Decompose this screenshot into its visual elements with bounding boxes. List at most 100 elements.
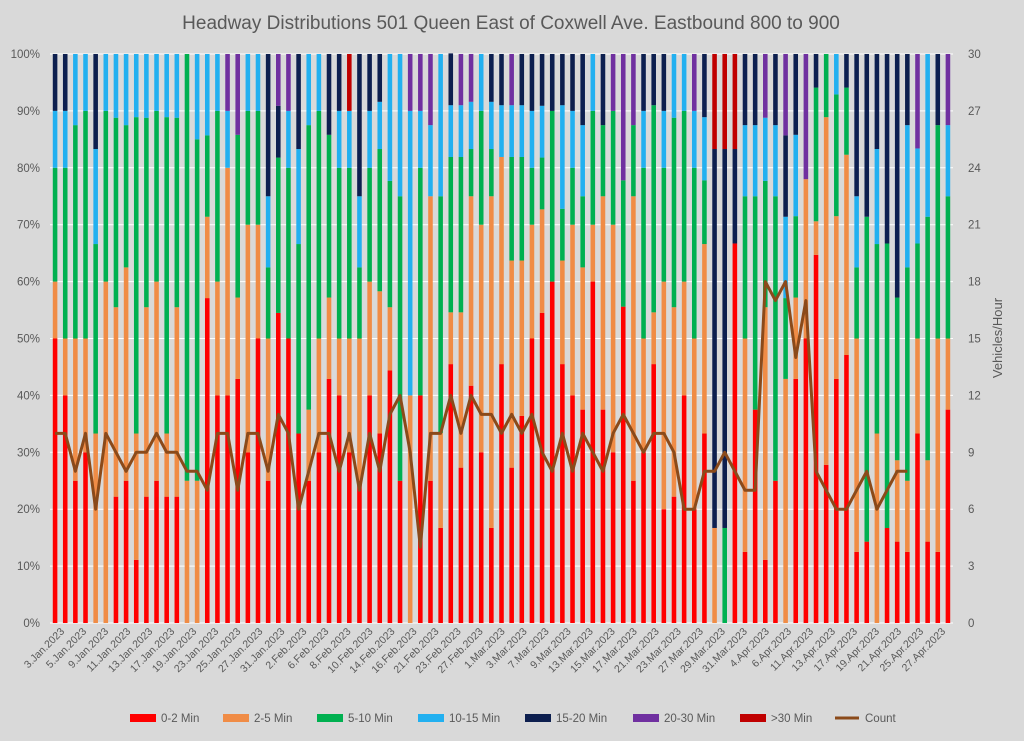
bar-segment [225, 54, 230, 111]
bar-segment [316, 110, 322, 339]
bar-segment [732, 243, 738, 624]
bar-segment [702, 433, 707, 623]
bar-segment [52, 110, 58, 168]
bar-segment [407, 54, 413, 111]
bar-stack [347, 54, 352, 623]
bar-segment [661, 281, 667, 510]
bar-segment [509, 467, 514, 623]
legend-swatch [223, 714, 249, 722]
legend-swatch [130, 714, 156, 722]
bar-segment [52, 54, 58, 111]
bar-segment [570, 110, 575, 168]
bar-segment [529, 167, 535, 225]
bar-segment [915, 433, 920, 623]
bar-segment [306, 409, 312, 481]
bar-segment [316, 338, 322, 453]
bar-segment [154, 110, 159, 282]
bar-stack [215, 54, 220, 623]
bar-segment [752, 409, 758, 624]
bar-stack [661, 54, 667, 623]
bar-segment [326, 54, 332, 135]
bar-stack [377, 54, 383, 623]
bar-segment [62, 338, 68, 396]
bar-stack [336, 54, 342, 623]
bar-segment [519, 156, 525, 261]
bar-stack [600, 54, 606, 624]
bar-segment [276, 54, 281, 106]
bar-stack [235, 54, 240, 623]
bar-segment [945, 338, 951, 410]
bar-segment [590, 224, 596, 282]
bar-segment [407, 110, 413, 396]
bar-segment [458, 156, 464, 313]
legend-swatch [633, 714, 659, 722]
bar-segment [763, 117, 768, 181]
bar-segment [905, 54, 910, 126]
bar-stack [580, 54, 585, 624]
bar-segment [935, 338, 941, 552]
y2-tick-label: 21 [968, 220, 981, 232]
bar-segment [874, 244, 880, 434]
legend-swatch [740, 714, 766, 722]
bar-segment [874, 433, 880, 623]
y2-tick-label: 24 [968, 163, 981, 175]
bar-segment [367, 395, 372, 623]
bar-segment [560, 105, 565, 209]
bar-segment [225, 167, 230, 396]
bar-segment [174, 54, 180, 118]
bar-segment [854, 338, 859, 552]
bar-segment [489, 149, 494, 197]
bar-segment [864, 541, 870, 623]
bar-segment [438, 196, 443, 433]
bar-segment [763, 307, 768, 560]
legend-label: 0-2 Min [161, 713, 199, 725]
bar-segment [519, 415, 525, 623]
bar-segment [489, 196, 494, 528]
bar-segment [671, 496, 677, 623]
bar-segment [62, 110, 68, 168]
bar-segment [336, 167, 342, 339]
bar-segment [681, 54, 687, 111]
bar-segment [681, 281, 687, 396]
bar-segment [854, 551, 859, 624]
bar-segment [357, 338, 362, 481]
bar-segment [763, 180, 768, 308]
bar-segment [194, 480, 200, 623]
legend-swatch [418, 714, 444, 722]
y2-tick-label: 27 [968, 106, 981, 118]
bar-segment [864, 54, 870, 217]
bar-segment [235, 378, 240, 623]
bar-segment [326, 297, 332, 379]
bar-stack [945, 54, 951, 624]
bar-segment [763, 54, 768, 118]
bar-segment [144, 54, 149, 118]
bar-segment [813, 54, 819, 88]
bar-segment [306, 480, 312, 623]
bar-stack [387, 54, 393, 623]
bar-segment [164, 433, 169, 497]
bar-segment [347, 338, 352, 453]
bar-stack [864, 54, 870, 623]
bar-segment [73, 338, 78, 481]
bar-segment [478, 110, 484, 225]
bar-segment [651, 105, 656, 313]
bar-segment [691, 110, 697, 168]
bar-segment [844, 54, 849, 88]
bar-segment [813, 254, 819, 624]
bar-segment [793, 297, 799, 379]
bar-stack [884, 54, 890, 623]
bar-segment [539, 105, 545, 158]
bar-stack [519, 54, 525, 623]
bar-stack [103, 54, 109, 623]
bar-segment [93, 433, 98, 623]
bar-segment [539, 209, 545, 313]
bar-segment [418, 54, 423, 111]
bar-segment [123, 267, 129, 481]
bar-segment [225, 395, 230, 623]
bar-segment [620, 306, 626, 623]
bar-segment [164, 496, 169, 623]
bar-segment [874, 149, 880, 245]
bar-segment [448, 364, 454, 623]
bar-stack [225, 54, 230, 623]
bar-segment [235, 54, 240, 135]
